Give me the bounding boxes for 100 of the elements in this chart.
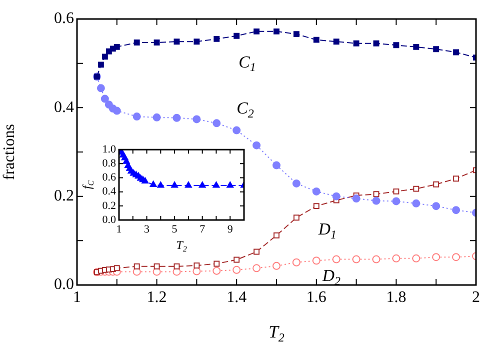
point: [198, 182, 206, 188]
point: [274, 28, 280, 34]
point: [272, 262, 280, 270]
point: [392, 254, 400, 262]
point: [174, 263, 180, 270]
point: [154, 40, 160, 46]
point: [96, 84, 105, 92]
point: [172, 114, 181, 122]
y-axis-title: fractions: [0, 124, 18, 180]
point: [412, 254, 420, 262]
point: [212, 182, 220, 188]
point: [232, 126, 241, 134]
y-tick-label: 0.6: [54, 10, 74, 28]
point: [232, 266, 241, 274]
point: [292, 258, 300, 266]
y-tick-label: 0.4: [54, 98, 74, 116]
point: [234, 32, 240, 39]
point: [373, 40, 380, 46]
point: [194, 262, 200, 268]
y-tick-label: 0.0: [54, 276, 74, 294]
point: [432, 202, 440, 210]
point: [274, 232, 280, 238]
x-tick-label: 1.2: [146, 288, 167, 306]
point: [332, 192, 340, 200]
point: [114, 44, 120, 50]
point: [226, 182, 234, 188]
point: [333, 38, 340, 45]
point: [392, 197, 400, 206]
point: [393, 188, 400, 194]
point: [413, 186, 420, 192]
y-tick-label: 0.8: [102, 158, 116, 170]
point: [192, 115, 201, 124]
x-tick-label: 5: [172, 223, 178, 236]
point: [452, 206, 460, 214]
y-tick-label: 0.6: [102, 172, 116, 184]
point: [252, 264, 261, 272]
point: [171, 182, 178, 188]
point: [433, 181, 440, 188]
y-tick-label: 0.4: [102, 186, 116, 198]
point: [293, 31, 300, 38]
x-tick-label: 3: [144, 223, 150, 236]
point: [152, 113, 161, 122]
point: [312, 187, 320, 196]
point: [184, 182, 192, 188]
point: [433, 46, 440, 52]
point: [134, 40, 140, 46]
x-tick-label: 7: [200, 223, 206, 236]
point: [212, 119, 221, 128]
point: [353, 40, 360, 46]
point: [114, 265, 120, 272]
point: [412, 199, 420, 208]
point: [312, 256, 320, 265]
point: [372, 196, 380, 205]
point: [174, 38, 180, 45]
point: [112, 106, 121, 115]
point: [292, 179, 300, 188]
point: [234, 256, 240, 263]
point: [252, 141, 261, 150]
point: [373, 191, 380, 198]
x-tick-label: 1: [116, 223, 122, 236]
point: [100, 94, 109, 103]
point: [150, 180, 157, 188]
point: [413, 44, 420, 50]
y-axis-title: fC: [80, 180, 96, 190]
point: [352, 194, 360, 203]
point: [98, 62, 104, 68]
point: [212, 266, 221, 275]
point: [453, 49, 460, 56]
x-tick-label: 1: [73, 288, 81, 306]
point: [142, 177, 149, 184]
x-tick-label: 9: [227, 223, 234, 236]
y-tick-label: 0.0: [102, 214, 116, 226]
point: [157, 182, 164, 188]
point: [293, 214, 300, 221]
y-tick-label: 0.2: [102, 200, 116, 212]
point: [214, 36, 220, 42]
point: [194, 38, 200, 45]
point: [453, 176, 460, 182]
x-tick-label: 1.6: [306, 288, 326, 306]
point: [352, 255, 360, 264]
point: [313, 203, 320, 210]
y-tick-label: 1.0: [102, 143, 116, 156]
point: [132, 112, 141, 121]
point: [432, 253, 440, 262]
x-tick-label: 1.4: [226, 288, 247, 306]
point: [254, 28, 260, 34]
point: [102, 54, 108, 60]
point: [154, 263, 160, 270]
point: [313, 36, 320, 43]
point: [134, 263, 140, 270]
point: [372, 255, 380, 264]
point: [254, 248, 260, 255]
point: [393, 42, 400, 48]
x-tick-label: 1.8: [386, 288, 406, 306]
x-tick-label: 2: [472, 288, 480, 306]
y-tick-label: 0.2: [54, 188, 74, 205]
point: [332, 255, 340, 264]
point: [214, 260, 220, 267]
point: [272, 161, 280, 170]
point: [452, 253, 460, 262]
